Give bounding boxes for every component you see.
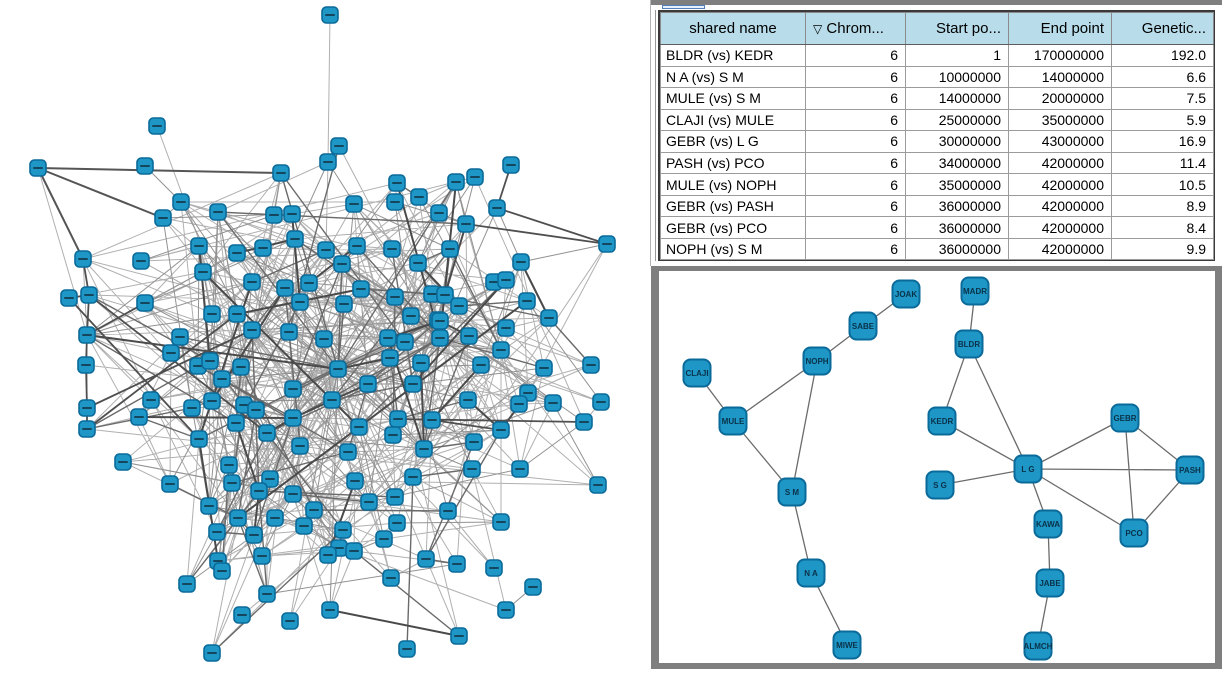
svg-text:S M: S M — [785, 488, 800, 497]
svg-text:NOPH: NOPH — [805, 357, 828, 366]
svg-text:JOAK: JOAK — [895, 290, 917, 299]
svg-text:MADR: MADR — [963, 287, 987, 296]
svg-text:JABE: JABE — [1039, 579, 1061, 588]
svg-text:N A: N A — [804, 569, 818, 578]
svg-text:PCO: PCO — [1125, 529, 1142, 538]
svg-text:S G: S G — [933, 481, 947, 490]
svg-text:MIWE: MIWE — [836, 641, 858, 650]
svg-text:CLAJI: CLAJI — [685, 369, 708, 378]
svg-text:BLDR: BLDR — [958, 340, 980, 349]
svg-text:PASH: PASH — [1179, 466, 1201, 475]
svg-text:SABE: SABE — [852, 322, 875, 331]
svg-text:L G: L G — [1021, 465, 1034, 474]
svg-text:GEBR: GEBR — [1113, 414, 1136, 423]
svg-text:MULE: MULE — [722, 417, 745, 426]
svg-text:KEDR: KEDR — [931, 417, 954, 426]
svg-text:ALMCH: ALMCH — [1024, 642, 1053, 651]
svg-text:KAWA: KAWA — [1036, 520, 1060, 529]
